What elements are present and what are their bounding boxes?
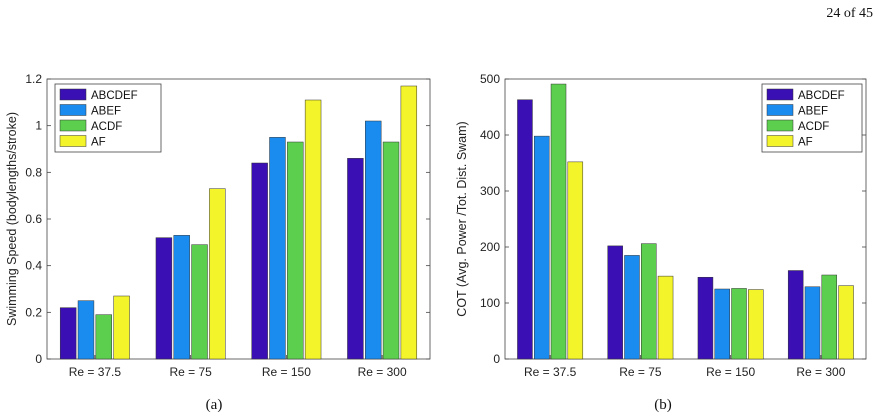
bar bbox=[714, 288, 730, 360]
y-tick-label: 0.6 bbox=[25, 212, 42, 226]
y-tick-label: 200 bbox=[480, 240, 500, 254]
y-tick-label: 300 bbox=[480, 184, 500, 198]
y-axis-label: Swimming Speed (bodylengths/stroke) bbox=[5, 112, 19, 326]
legend-swatch bbox=[766, 135, 794, 147]
legend-label: ACDF bbox=[798, 121, 829, 133]
bar bbox=[567, 161, 584, 360]
legend-label: ABCDEF bbox=[798, 90, 845, 102]
bar bbox=[77, 300, 95, 360]
chart-b-cot: 0 100 200 300 400 500 Re = 37.5 Re = 75 Re = 150… bbox=[455, 72, 867, 413]
x-tick-label: Re = 37.5 bbox=[524, 365, 577, 379]
bar bbox=[155, 237, 173, 360]
bar bbox=[804, 286, 821, 360]
bar bbox=[209, 188, 226, 360]
bar bbox=[517, 99, 533, 360]
bar bbox=[382, 141, 400, 360]
x-tick-label: Re = 75 bbox=[169, 365, 212, 379]
bar bbox=[59, 307, 77, 360]
bar bbox=[533, 135, 550, 360]
figure-caption: (a) bbox=[206, 397, 223, 413]
bar bbox=[113, 295, 130, 360]
bar bbox=[697, 276, 714, 360]
chart-a-swimming-speed: 0 0.2 0.4 0.6 0.8 1 1.2 Re = 37.5 Re = 75 Re = 15… bbox=[5, 72, 431, 413]
x-tick-label: Re = 37.5 bbox=[69, 365, 122, 379]
bar bbox=[365, 120, 382, 360]
bar bbox=[95, 314, 112, 360]
legend-swatch bbox=[59, 104, 87, 116]
legend-swatch bbox=[766, 119, 794, 132]
y-axis-label: COT (Avg. Power /Tot. Dist. Swam) bbox=[455, 121, 469, 316]
y-tick-label: 0.4 bbox=[25, 259, 42, 273]
y-tick-label: 1.2 bbox=[25, 72, 42, 86]
legend-label: ABEF bbox=[91, 106, 121, 118]
bar bbox=[173, 235, 190, 360]
legend-label: ACDF bbox=[91, 121, 122, 133]
x-tick-label: Re = 75 bbox=[619, 365, 662, 379]
legend-label: AF bbox=[798, 137, 813, 149]
bar bbox=[251, 162, 268, 360]
legend-label: ABEF bbox=[798, 106, 828, 118]
y-tick-label: 1 bbox=[35, 119, 42, 133]
legend-swatch bbox=[59, 88, 87, 101]
bar bbox=[787, 270, 804, 360]
bar bbox=[641, 243, 657, 360]
legend-swatch bbox=[766, 104, 794, 116]
y-tick-label: 0.8 bbox=[25, 165, 42, 179]
bar bbox=[304, 99, 322, 360]
figure-caption: (b) bbox=[654, 397, 672, 413]
y-tick-label: 400 bbox=[480, 128, 500, 142]
bar bbox=[400, 85, 418, 360]
page-number: 24 of 45 bbox=[826, 6, 873, 21]
legend-label: ABCDEF bbox=[91, 90, 138, 102]
x-tick-label: Re = 300 bbox=[796, 365, 845, 379]
y-tick-label: 0 bbox=[493, 352, 500, 366]
bar bbox=[269, 137, 286, 360]
x-tick-label: Re = 150 bbox=[262, 365, 311, 379]
plot-frame bbox=[504, 78, 867, 360]
bar bbox=[748, 289, 764, 360]
bar bbox=[838, 285, 854, 360]
x-tick-label: Re = 150 bbox=[706, 365, 755, 379]
bar bbox=[550, 83, 567, 360]
bar bbox=[624, 255, 640, 360]
bar bbox=[657, 275, 674, 360]
y-tick-label: 0 bbox=[35, 352, 42, 366]
bar bbox=[731, 288, 747, 360]
legend-label: AF bbox=[91, 137, 106, 149]
bar bbox=[347, 158, 364, 360]
y-tick-label: 500 bbox=[480, 72, 500, 86]
y-tick-label: 100 bbox=[480, 296, 500, 310]
bar bbox=[821, 274, 838, 360]
legend-swatch bbox=[59, 135, 87, 147]
bar bbox=[607, 245, 623, 360]
legend-swatch bbox=[59, 119, 87, 132]
bar bbox=[287, 141, 304, 360]
y-tick-label: 0.2 bbox=[25, 305, 42, 319]
x-tick-label: Re = 300 bbox=[358, 365, 407, 379]
bar bbox=[191, 244, 208, 360]
legend-swatch bbox=[766, 88, 794, 101]
